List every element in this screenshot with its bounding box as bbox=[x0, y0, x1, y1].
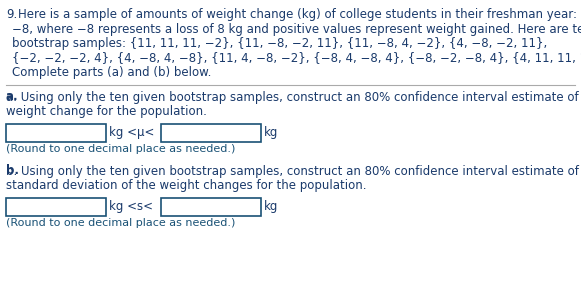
Text: bootstrap samples: {11, 11, 11, −2}, {11, −8, −2, 11}, {11, −8, 4, −2}, {4, −8, : bootstrap samples: {11, 11, 11, −2}, {11… bbox=[12, 37, 547, 50]
Text: (Round to one decimal place as needed.): (Round to one decimal place as needed.) bbox=[6, 219, 235, 229]
Text: a. Using only the ten given bootstrap samples, construct an 80% confidence inter: a. Using only the ten given bootstrap sa… bbox=[6, 90, 581, 104]
Text: −8, where −8 represents a loss of 8 kg and positive values represent weight gain: −8, where −8 represents a loss of 8 kg a… bbox=[12, 23, 581, 35]
Bar bbox=[161, 198, 261, 215]
Text: standard deviation of the weight changes for the population.: standard deviation of the weight changes… bbox=[6, 179, 367, 192]
Text: b.: b. bbox=[6, 164, 19, 178]
Text: kg: kg bbox=[264, 200, 278, 213]
Text: a.: a. bbox=[6, 90, 19, 104]
Text: Here is a sample of amounts of weight change (kg) of college students in their f: Here is a sample of amounts of weight ch… bbox=[18, 8, 581, 21]
Bar bbox=[161, 124, 261, 142]
Text: b. Using only the ten given bootstrap samples, construct an 80% confidence inter: b. Using only the ten given bootstrap sa… bbox=[6, 164, 581, 178]
Text: {−2, −2, −2, 4}, {4, −8, 4, −8}, {11, 4, −8, −2}, {−8, 4, −8, 4}, {−8, −2, −8, 4: {−2, −2, −2, 4}, {4, −8, 4, −8}, {11, 4,… bbox=[12, 51, 581, 65]
Bar bbox=[6, 124, 106, 142]
Text: kg: kg bbox=[264, 126, 278, 139]
Text: Complete parts (a) and (b) below.: Complete parts (a) and (b) below. bbox=[12, 66, 211, 79]
Bar bbox=[6, 198, 106, 215]
Text: 9.: 9. bbox=[6, 8, 17, 21]
Text: kg <s<: kg <s< bbox=[109, 200, 153, 213]
Text: weight change for the population.: weight change for the population. bbox=[6, 105, 207, 118]
Text: kg <μ<: kg <μ< bbox=[109, 126, 155, 139]
Text: (Round to one decimal place as needed.): (Round to one decimal place as needed.) bbox=[6, 144, 235, 154]
